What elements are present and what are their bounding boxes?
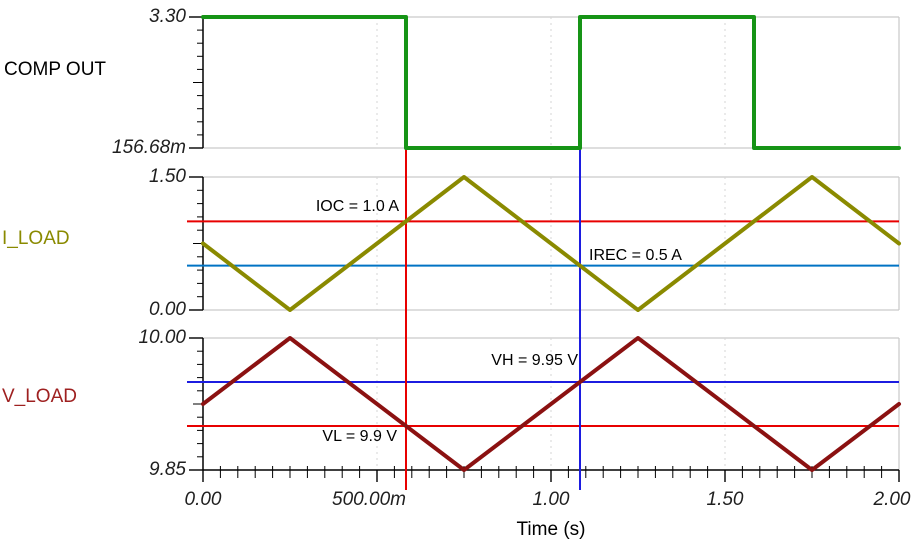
trace-label-v-load: V_LOAD: [2, 386, 77, 407]
plot-v_load: [187, 337, 900, 471]
v-load-ymax-label: 10.00: [138, 327, 186, 348]
xtick-label-1-5s: 1.50: [706, 489, 744, 510]
comp-out-ymin-label: 156.68m: [112, 137, 186, 158]
xtick-label-0s: 0.00: [184, 489, 222, 510]
annotation-irec: IREC = 0.5 A: [589, 247, 682, 264]
i-load-ymax-label: 1.50: [149, 166, 186, 187]
trace-label-i-load: I_LOAD: [2, 228, 70, 249]
xtick-label-1s: 1.00: [532, 489, 570, 510]
plot-comp_out: [189, 16, 900, 149]
time-axis: [202, 466, 900, 482]
annotation-vh: VH = 9.95 V: [491, 352, 578, 369]
i-load-ymin-label: 0.00: [149, 299, 186, 320]
trace-label-comp-out: COMP OUT: [4, 59, 107, 80]
annotation-ioc: IOC = 1.0 A: [315, 198, 399, 215]
v-load-ymin-label: 9.85: [149, 459, 186, 480]
trace-v_load: [201, 336, 901, 472]
plot-i_load: [187, 176, 900, 311]
comp-out-ymax-label: 3.30: [149, 6, 186, 27]
xtick-label-500ms: 500.00m: [332, 489, 406, 510]
trace-i_load: [201, 175, 901, 312]
annotation-vl: VL = 9.9 V: [322, 428, 397, 445]
trace-comp_out: [201, 15, 901, 150]
x-axis-title: Time (s): [516, 519, 586, 540]
xtick-label-2s: 2.00: [873, 489, 911, 510]
